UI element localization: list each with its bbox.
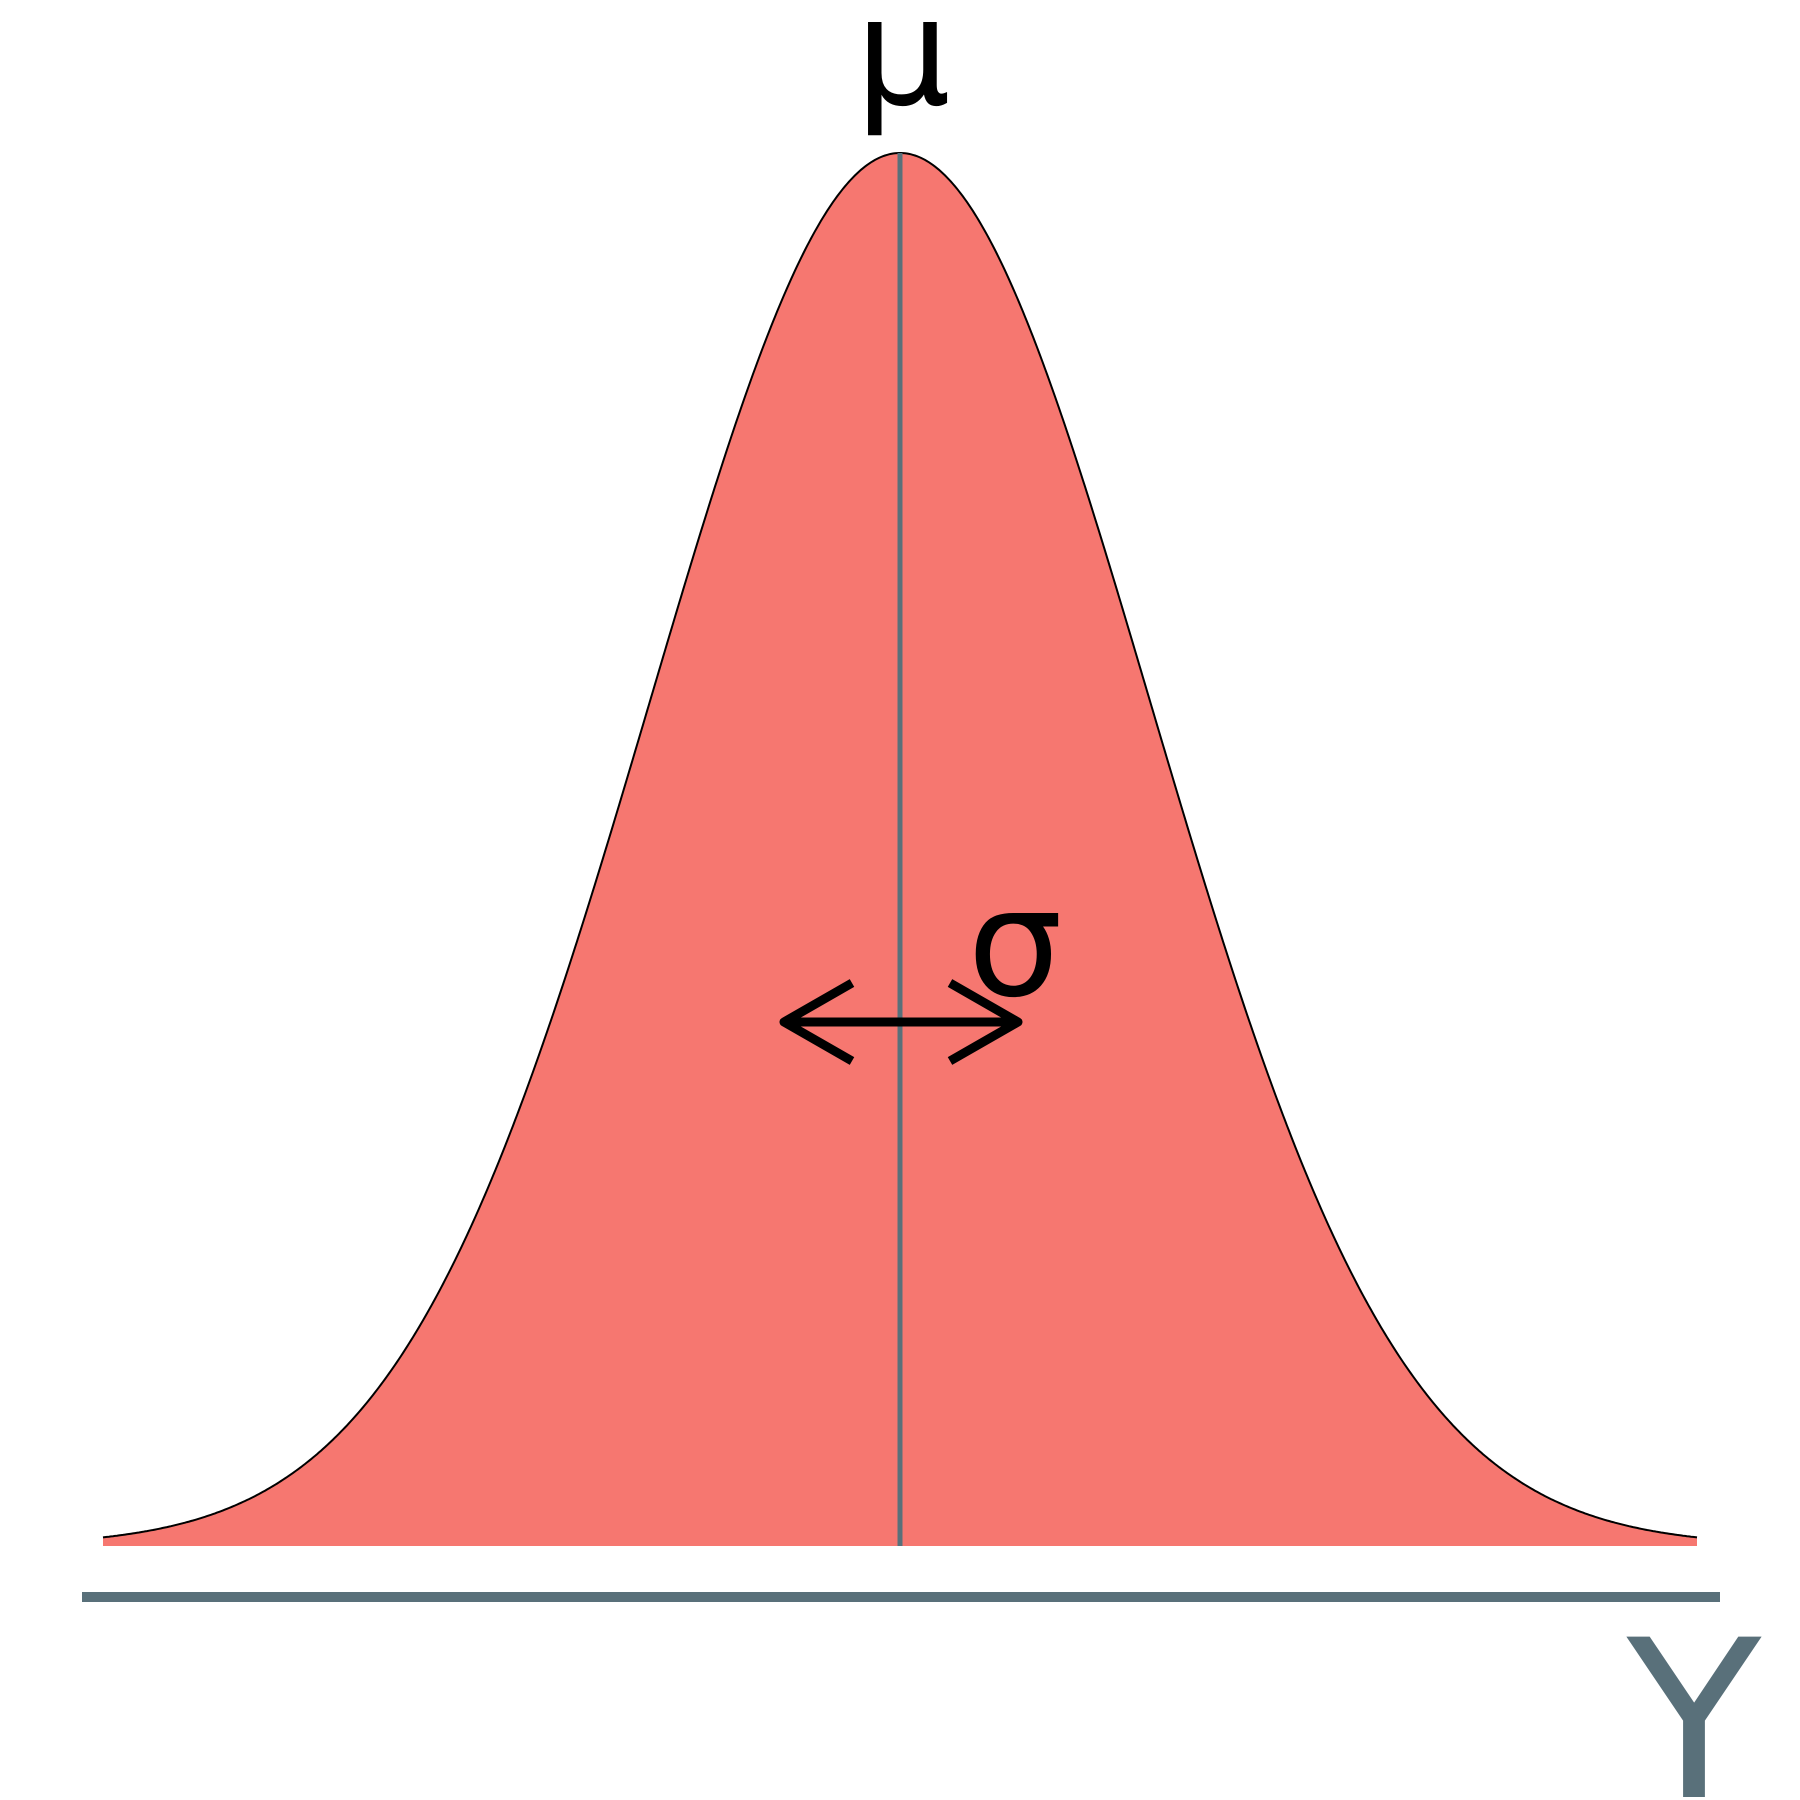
mean-label: μ: [855, 0, 950, 140]
axis-label: Y: [1626, 1593, 1762, 1800]
arrow-head-right: [947, 979, 1023, 1065]
double-headed-arrow-icon: [779, 979, 1023, 1065]
spread-label: σ: [967, 857, 1062, 1031]
arrow-head-left: [779, 979, 855, 1065]
